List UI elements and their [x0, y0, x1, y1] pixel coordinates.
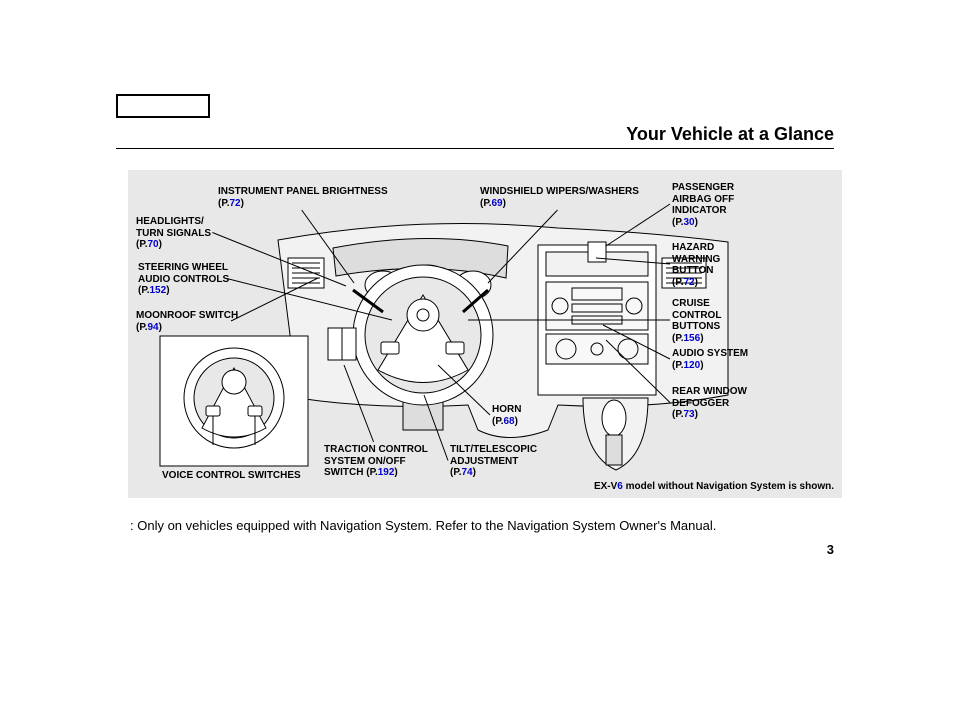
- callout-horn: HORN(P.68): [492, 404, 521, 427]
- callout-label-line: INDICATOR: [672, 205, 734, 217]
- callout-hazard-warning-button: HAZARDWARNINGBUTTON(P.72): [672, 242, 720, 288]
- page-ref[interactable]: (P.94): [136, 322, 238, 334]
- callout-passenger-airbag-off-indicator: PASSENGERAIRBAG OFFINDICATOR(P.30): [672, 182, 734, 228]
- callout-voice-control-switches: VOICE CONTROL SWITCHES: [162, 470, 301, 481]
- page-ref[interactable]: (P.68): [492, 416, 521, 428]
- model-note: EX-V6 model without Navigation System is…: [594, 481, 834, 492]
- callout-traction-control: TRACTION CONTROLSYSTEM ON/OFFSWITCH (P.1…: [324, 444, 428, 479]
- callout-label-line: MOONROOF SWITCH: [136, 310, 238, 322]
- title-rule: [116, 148, 834, 149]
- callout-label-line: WARNING: [672, 254, 720, 266]
- callout-label-line: BUTTON: [672, 265, 720, 277]
- callout-label-line: AUDIO SYSTEM: [672, 348, 748, 360]
- callout-label-line: WINDSHIELD WIPERS/WASHERS: [480, 186, 639, 198]
- callout-label-line: HORN: [492, 404, 521, 416]
- callout-label-line: ADJUSTMENT: [450, 456, 537, 468]
- navigation-footnote: : Only on vehicles equipped with Navigat…: [130, 518, 716, 533]
- model-note-prefix: EX-V: [594, 481, 617, 492]
- dashboard-diagram: INSTRUMENT PANEL BRIGHTNESS(P.72)HEADLIG…: [128, 170, 842, 498]
- callout-label-line: TRACTION CONTROL: [324, 444, 428, 456]
- callout-audio-system: AUDIO SYSTEM(P.120): [672, 348, 748, 371]
- callout-label-line: HEADLIGHTS/: [136, 216, 211, 228]
- page-ref[interactable]: (P.156): [672, 333, 721, 345]
- page-ref[interactable]: (P.70): [136, 239, 211, 251]
- callout-cruise-control-buttons: CRUISECONTROLBUTTONS(P.156): [672, 298, 721, 344]
- callout-label-line: CONTROL: [672, 310, 721, 322]
- callout-label-line: AIRBAG OFF: [672, 194, 734, 206]
- callout-rear-window-defogger: REAR WINDOWDEFOGGER(P.73): [672, 386, 747, 421]
- callout-label-line: AUDIO CONTROLS: [138, 274, 229, 286]
- header-box-placeholder: [116, 94, 210, 118]
- section-title: Your Vehicle at a Glance: [626, 124, 834, 145]
- callout-steering-wheel-audio-controls: STEERING WHEELAUDIO CONTROLS(P.152): [138, 262, 229, 297]
- page-ref[interactable]: (P.120): [672, 360, 748, 372]
- callout-label-line: INSTRUMENT PANEL BRIGHTNESS: [218, 186, 388, 198]
- page-ref[interactable]: (P.72): [218, 198, 388, 210]
- callout-label-line: SYSTEM ON/OFF: [324, 456, 428, 468]
- callout-label-line: HAZARD: [672, 242, 720, 254]
- callout-label-line: CRUISE: [672, 298, 721, 310]
- callout-label-line: TILT/TELESCOPIC: [450, 444, 537, 456]
- callout-headlights-turn-signals: HEADLIGHTS/TURN SIGNALS(P.70): [136, 216, 211, 251]
- callout-label-line: STEERING WHEEL: [138, 262, 229, 274]
- callout-instrument-panel-brightness: INSTRUMENT PANEL BRIGHTNESS(P.72): [218, 186, 388, 209]
- page-ref[interactable]: (P.73): [672, 409, 747, 421]
- page-ref[interactable]: (P.72): [672, 277, 720, 289]
- page-ref[interactable]: (P.192): [363, 467, 397, 478]
- manual-page: Your Vehicle at a Glance: [0, 0, 954, 710]
- callout-label-line: REAR WINDOW: [672, 386, 747, 398]
- callout-label-line: TURN SIGNALS: [136, 228, 211, 240]
- model-note-suffix: model without Navigation System is shown…: [623, 481, 834, 492]
- callout-label-line: PASSENGER: [672, 182, 734, 194]
- page-ref[interactable]: (P.74): [450, 467, 537, 479]
- callout-label-line: DEFOGGER: [672, 398, 747, 410]
- page-number: 3: [827, 542, 834, 557]
- callout-windshield-wipers-washers: WINDSHIELD WIPERS/WASHERS(P.69): [480, 186, 639, 209]
- callout-label-line: SWITCH (P.192): [324, 467, 428, 479]
- callout-tilt-telescopic-adjustment: TILT/TELESCOPICADJUSTMENT(P.74): [450, 444, 537, 479]
- page-ref[interactable]: (P.30): [672, 217, 734, 229]
- page-ref[interactable]: (P.152): [138, 285, 229, 297]
- callout-moonroof-switch: MOONROOF SWITCH(P.94): [136, 310, 238, 333]
- callout-label-line: BUTTONS: [672, 321, 721, 333]
- page-ref[interactable]: (P.69): [480, 198, 639, 210]
